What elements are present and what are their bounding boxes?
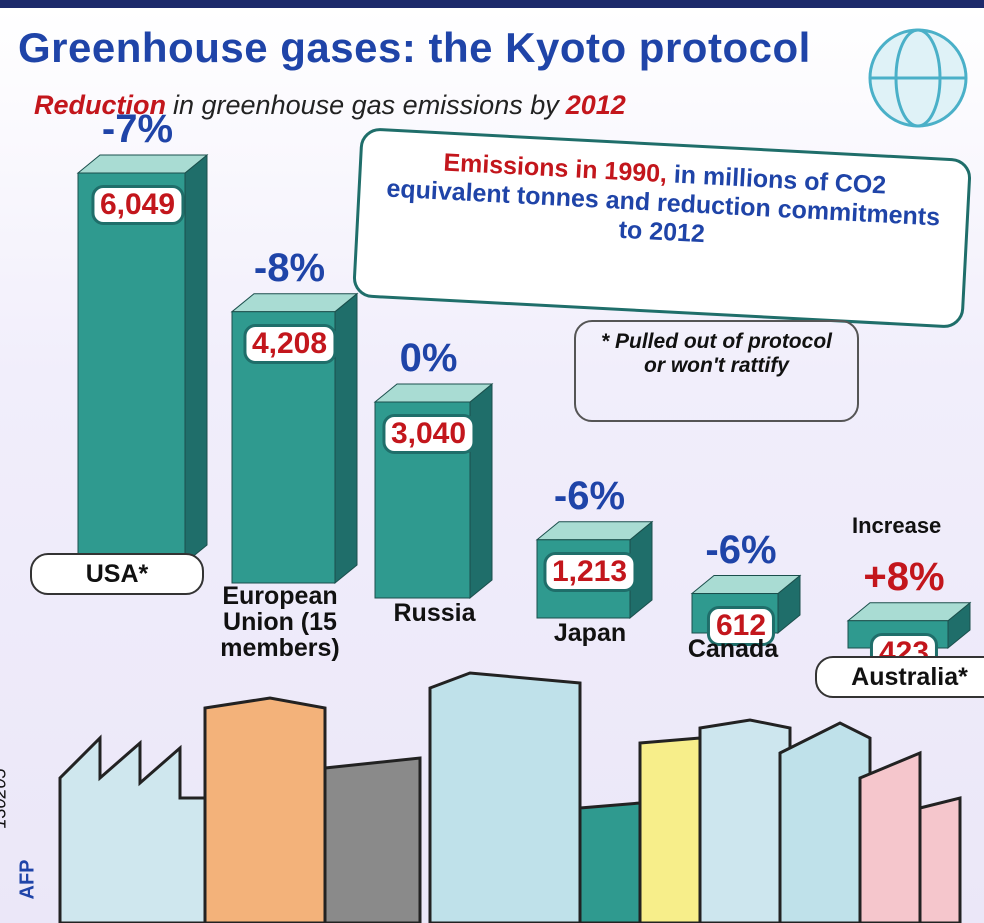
increase-label: Increase: [852, 513, 941, 539]
credit-number: 130205: [0, 768, 11, 828]
bar-top: [848, 603, 970, 621]
reduction-label: -7%: [102, 107, 173, 152]
category-label: European Union (15 members): [185, 583, 375, 661]
category-label: USA*: [30, 553, 204, 595]
reduction-label: -6%: [554, 474, 625, 519]
value-label: 3,040: [382, 414, 475, 454]
bar-side: [335, 294, 357, 583]
bar-top: [78, 155, 207, 173]
reduction-label: +8%: [863, 555, 944, 600]
subtitle-year: 2012: [566, 90, 626, 120]
reduction-label: -8%: [254, 246, 325, 291]
logo: [870, 30, 966, 126]
title: Greenhouse gases: the Kyoto protocol: [18, 24, 811, 72]
bar: [78, 173, 185, 563]
subtitle-text: in greenhouse gas emissions by: [173, 90, 559, 120]
category-label: Australia*: [815, 656, 984, 698]
category-label: Russia: [372, 600, 497, 626]
bar-side: [185, 155, 207, 563]
value-label: 1,213: [543, 552, 636, 592]
value-label: 6,049: [91, 185, 184, 225]
category-label: Canada: [668, 636, 798, 662]
value-label: 4,208: [243, 324, 336, 364]
infographic: Greenhouse gases: the Kyoto protocol Red…: [0, 0, 984, 923]
bar-top: [232, 294, 357, 312]
bar-side: [470, 384, 492, 598]
credit-agency: AFP: [17, 860, 40, 900]
category-label: Japan: [530, 620, 650, 646]
cityscape: [60, 673, 960, 923]
reduction-label: 0%: [400, 336, 458, 381]
reduction-label: -6%: [705, 528, 776, 573]
note-box: Emissions in 1990, in millions of CO2 eq…: [352, 127, 972, 329]
footnote: * Pulled out of protocol or won't rattif…: [574, 320, 859, 422]
